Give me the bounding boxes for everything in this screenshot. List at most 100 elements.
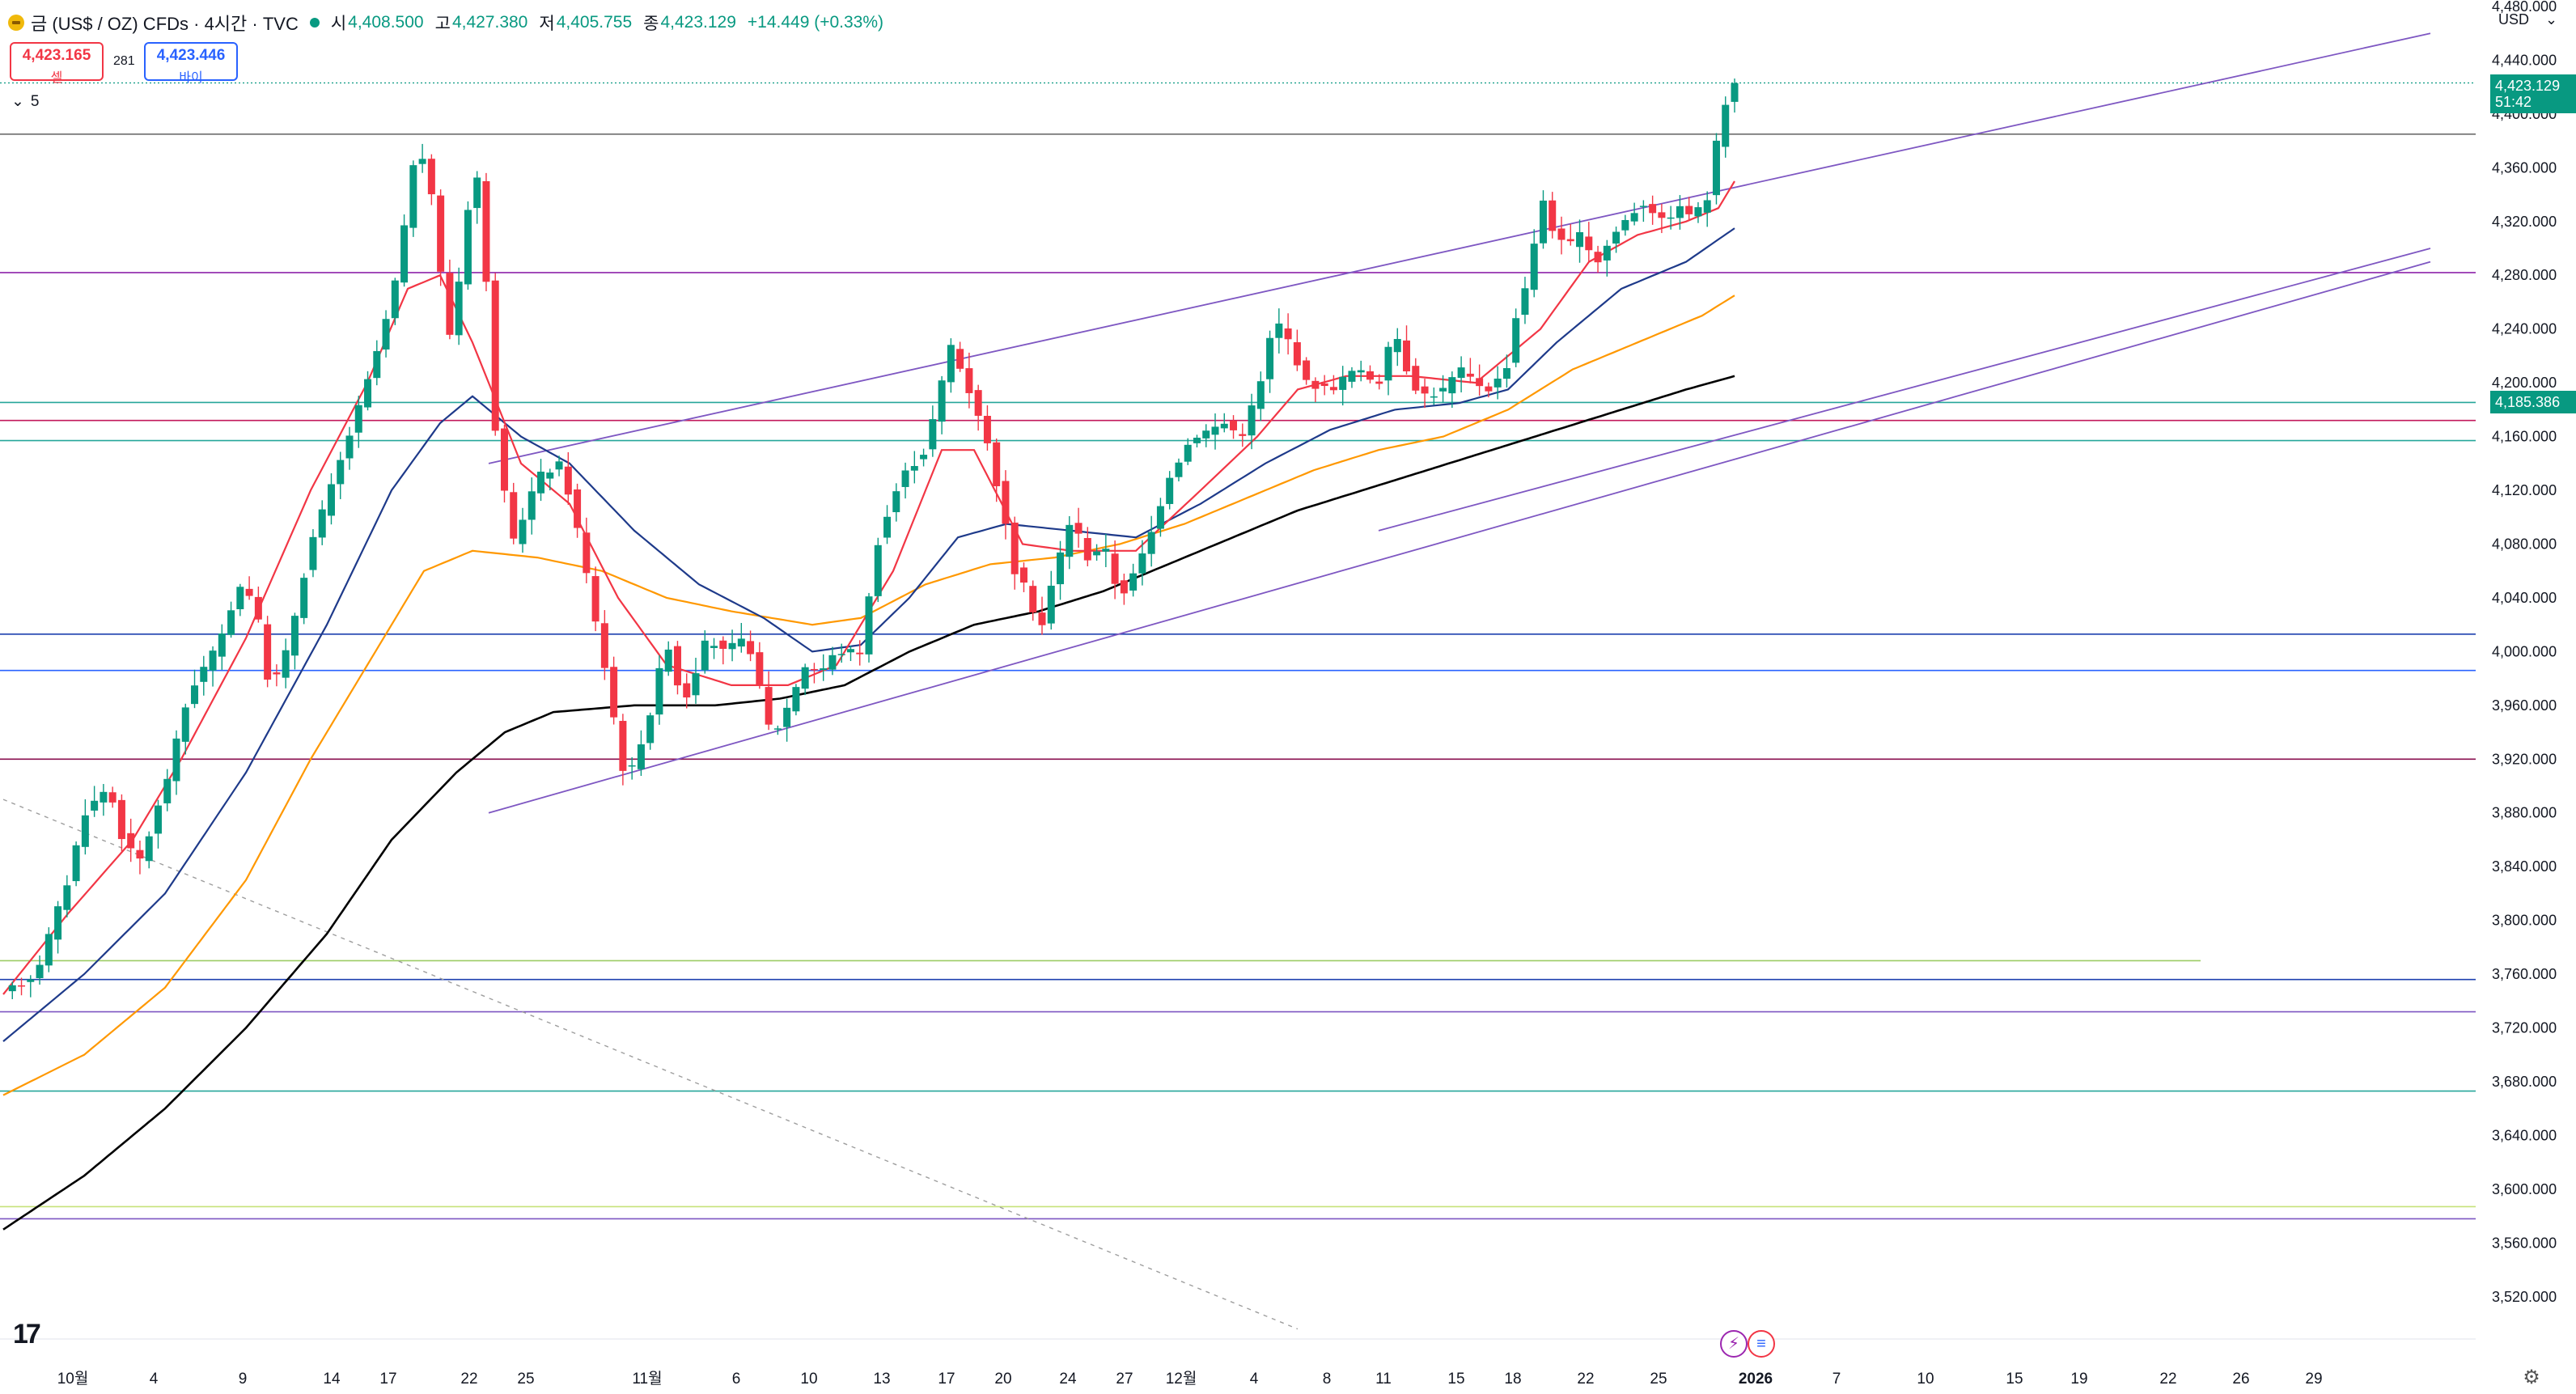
price-tick-label: 3,960.000	[2492, 697, 2557, 714]
candle-body	[1147, 532, 1155, 554]
gold-symbol-icon	[8, 15, 24, 31]
candle-body	[437, 195, 445, 272]
price-tick-label: 4,480.000	[2492, 0, 2557, 15]
candle-body	[1566, 239, 1574, 242]
time-tick-label: 15	[2006, 1371, 2023, 1388]
candle-body	[354, 405, 362, 433]
price-axis[interactable]: 3,520.000 3,560.000 3,600.000 3,640.000 3,68…	[2492, 0, 2557, 1305]
low-label: 저	[539, 15, 555, 33]
time-tick-label: 25	[1650, 1371, 1667, 1388]
candle-body	[555, 461, 563, 470]
candle-body	[1256, 381, 1265, 409]
candle-body	[1239, 434, 1247, 436]
low-value: 4,405.755	[556, 13, 633, 32]
candle-body	[910, 466, 918, 471]
symbol-title[interactable]: 금 (US$ / OZ) CFDs · 4시간 · TVC	[31, 14, 299, 34]
trend-lines	[2, 32, 2431, 1330]
time-tick-label: 15	[1447, 1371, 1464, 1388]
buy-button[interactable]: 4,423.446 바이	[144, 42, 238, 85]
candle-body	[564, 466, 572, 495]
candle-body	[1166, 477, 1174, 504]
us-flag-icon[interactable]: ≡	[1748, 1330, 1775, 1358]
candle-body	[664, 649, 672, 672]
candle-body	[527, 491, 536, 520]
indicators-toggle[interactable]: ⌄ 5	[11, 92, 40, 111]
flash-icon[interactable]: ⚡	[1720, 1330, 1748, 1358]
downtrend-line	[2, 799, 1299, 1330]
level-price-value: 4,185.386	[2495, 394, 2561, 411]
tradingview-logo-icon[interactable]: 17	[13, 1319, 41, 1350]
candle-body	[254, 596, 262, 620]
price-tick-label: 4,040.000	[2492, 590, 2557, 606]
time-tick-label: 8	[1323, 1371, 1332, 1388]
candle-body	[318, 509, 326, 538]
price-tick-label: 4,280.000	[2492, 267, 2557, 283]
sell-button[interactable]: 4,423.165 셀	[10, 42, 104, 85]
candle-body	[1093, 551, 1101, 556]
chevron-down-icon: ⌄	[2545, 11, 2558, 28]
candle-body	[273, 672, 281, 675]
candle-body	[373, 350, 381, 379]
candle-body	[683, 683, 691, 698]
price-tick-label: 3,600.000	[2492, 1181, 2557, 1197]
candle-body	[36, 964, 44, 978]
gear-icon[interactable]: ⚙	[2523, 1366, 2540, 1388]
candle-body	[1038, 612, 1046, 625]
candle-body	[1466, 373, 1474, 377]
candle-body	[1521, 288, 1529, 316]
time-tick-label: 6	[732, 1371, 741, 1388]
candle-body	[673, 646, 681, 686]
time-tick-label: 20	[994, 1371, 1011, 1388]
price-tick-label: 4,240.000	[2492, 321, 2557, 337]
candle-body	[1594, 252, 1602, 263]
candle-body	[54, 906, 62, 940]
bar-countdown: 51:42	[2495, 94, 2532, 111]
price-tick-label: 4,000.000	[2492, 643, 2557, 659]
candle-body	[108, 792, 117, 803]
candle-body	[1412, 366, 1420, 391]
candle-body	[1311, 380, 1320, 389]
candle-body	[920, 455, 928, 460]
candle-body	[783, 707, 791, 727]
last-price-badge: 4,423.129 51:42	[2490, 74, 2576, 114]
candle-body	[610, 667, 618, 718]
time-tick-label: 17	[938, 1371, 955, 1388]
candle-body	[1576, 231, 1584, 248]
candle-body	[628, 765, 636, 767]
candle-body	[345, 435, 354, 459]
candle-body	[1002, 481, 1010, 524]
time-tick-label: 22	[1577, 1371, 1594, 1388]
candle-body	[756, 652, 764, 685]
currency-selector[interactable]: USD ⌄	[2498, 11, 2557, 28]
candle-body	[1375, 381, 1383, 384]
candle-body	[18, 985, 26, 987]
candle-body	[1639, 205, 1647, 207]
candle-body	[993, 442, 1001, 486]
candle-body	[409, 165, 417, 228]
candle-body	[883, 516, 892, 538]
candle-body	[1029, 586, 1037, 612]
candle-body	[1530, 244, 1538, 290]
time-tick-label: 22	[460, 1371, 477, 1388]
candle-body	[1357, 370, 1365, 373]
candle-body	[455, 282, 463, 336]
candle-body	[172, 738, 180, 782]
candle-body	[747, 641, 755, 655]
candle-body	[728, 642, 736, 650]
candle-body	[300, 578, 308, 618]
time-tick-label: 22	[2159, 1371, 2176, 1388]
high-value: 4,427.380	[451, 13, 528, 32]
candle-body	[1293, 342, 1301, 366]
candle-body	[1557, 228, 1566, 240]
candle-body	[710, 646, 718, 648]
spread-value: 281	[113, 54, 135, 68]
candle-body	[1685, 205, 1693, 214]
candle-body	[801, 667, 809, 689]
candle-body	[117, 799, 125, 840]
time-axis[interactable]: 10월 4 9 14 17 22 25 11월 6 10 13 17 20 24 27 12월 4 8 11 15 18…	[57, 1370, 2323, 1388]
candle-body	[63, 885, 71, 910]
candle-body	[600, 623, 608, 668]
time-tick-label: 18	[1504, 1371, 1521, 1388]
chart-header: 금 (US$ / OZ) CFDs · 4시간 · TVC 시 4,408.500…	[8, 8, 895, 37]
